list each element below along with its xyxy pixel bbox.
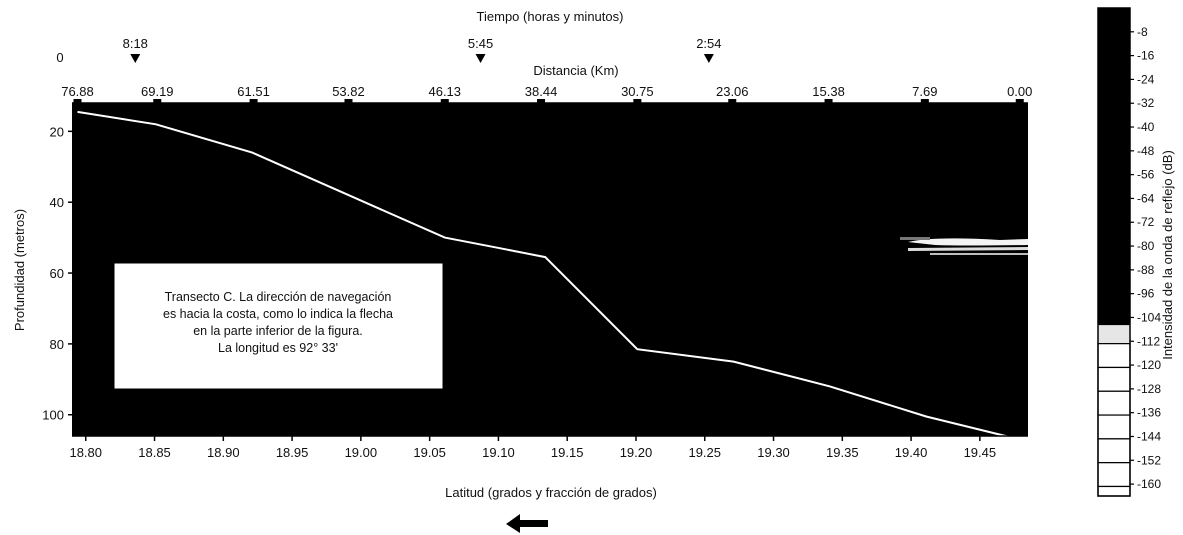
annotation-line-3: en la parte inferior de la figura. bbox=[193, 324, 363, 338]
colorbar-title: Intensidad de la onda de reflejo (dB) bbox=[1160, 150, 1175, 360]
time-marker-label: 8:18 bbox=[123, 36, 148, 51]
navigation-direction-arrow bbox=[506, 514, 548, 533]
colorbar-empty-segment bbox=[1097, 438, 1131, 464]
latitude-tick-label: 18.80 bbox=[69, 445, 102, 460]
distance-tick bbox=[73, 99, 82, 104]
colorbar-tick-label: -112 bbox=[1137, 334, 1160, 348]
depth-tick-label: 20 bbox=[50, 124, 64, 139]
colorbar-tick-label: -128 bbox=[1137, 382, 1161, 396]
distance-tick bbox=[249, 99, 258, 104]
colorbar-tick-label: -104 bbox=[1137, 310, 1161, 324]
distance-tick-label: 61.51 bbox=[237, 84, 270, 99]
distance-tick-label: 76.88 bbox=[61, 84, 94, 99]
colorbar-tick-label: -64 bbox=[1137, 191, 1155, 205]
distance-tick bbox=[633, 99, 642, 104]
colorbar-tick-label: -56 bbox=[1137, 168, 1155, 182]
colorbar-tick-label: -24 bbox=[1137, 72, 1155, 86]
latitude-tick-label: 19.15 bbox=[551, 445, 584, 460]
latitude-tick-label: 19.45 bbox=[964, 445, 997, 460]
distance-tick-label: 23.06 bbox=[716, 84, 749, 99]
time-marker-label: 5:45 bbox=[468, 36, 493, 51]
time-marker-arrow bbox=[130, 54, 141, 63]
latitude-tick-label: 18.90 bbox=[207, 445, 240, 460]
colorbar-tick-label: -120 bbox=[1137, 358, 1161, 372]
time-axis-start-label: 0 bbox=[56, 50, 63, 65]
latitude-tick-label: 19.10 bbox=[482, 445, 515, 460]
strong-reflection-feature bbox=[900, 237, 1028, 255]
distance-tick-label: 38.44 bbox=[525, 84, 558, 99]
latitude-tick-label: 19.35 bbox=[826, 445, 859, 460]
x-axis-title: Latitud (grados y fracción de grados) bbox=[445, 485, 657, 500]
distance-tick-label: 46.13 bbox=[428, 84, 461, 99]
colorbar-tick-label: -8 bbox=[1137, 25, 1148, 39]
colorbar-empty-segment bbox=[1097, 366, 1131, 392]
colorbar-tick-label: -152 bbox=[1137, 453, 1161, 467]
time-marker-arrow bbox=[703, 54, 714, 63]
time-marker-label: 2:54 bbox=[696, 36, 721, 51]
distance-tick bbox=[824, 99, 833, 104]
colorbar-dark-segment bbox=[1098, 8, 1130, 325]
depth-tick-label: 80 bbox=[50, 337, 64, 352]
colorbar-tick-label: -160 bbox=[1137, 477, 1161, 491]
annotation-line-4: La longitud es 92° 33' bbox=[218, 341, 338, 355]
distance-tick bbox=[1015, 99, 1024, 104]
time-marker-arrow bbox=[475, 54, 486, 63]
colorbar-empty-segment bbox=[1097, 462, 1131, 488]
distance-tick bbox=[153, 99, 162, 104]
depth-tick-label: 100 bbox=[42, 408, 64, 423]
annotation-line-2: es hacia la costa, como lo indica la fle… bbox=[163, 307, 393, 321]
colorbar-light-segment bbox=[1097, 324, 1131, 345]
distance-tick-label: 15.38 bbox=[812, 84, 845, 99]
colorbar-tick-label: -136 bbox=[1137, 406, 1161, 420]
latitude-tick-label: 18.95 bbox=[276, 445, 309, 460]
latitude-tick-label: 19.25 bbox=[688, 445, 721, 460]
colorbar-tick-label: -72 bbox=[1137, 215, 1155, 229]
colorbar-tick-label: -48 bbox=[1137, 144, 1155, 158]
distance-tick bbox=[920, 99, 929, 104]
distance-tick bbox=[440, 99, 449, 104]
latitude-tick-label: 19.00 bbox=[345, 445, 378, 460]
colorbar: -8 -16 -24 -32 -40 -48 -56 -64 -72 -80 -88 -96 -104 -… bbox=[1097, 7, 1161, 497]
colorbar-tick-label: -144 bbox=[1137, 429, 1161, 443]
distance-tick-label: 0.00 bbox=[1007, 84, 1032, 99]
distance-tick bbox=[344, 99, 353, 104]
colorbar-tick-label: -16 bbox=[1137, 49, 1155, 63]
colorbar-empty-segment bbox=[1097, 343, 1131, 369]
annotation-line-1: Transecto C. La dirección de navegación bbox=[165, 290, 392, 304]
latitude-tick-label: 19.30 bbox=[757, 445, 790, 460]
colorbar-tick-label: -96 bbox=[1137, 287, 1155, 301]
annotation-box bbox=[113, 262, 444, 390]
time-axis-title: Tiempo (horas y minutos) bbox=[477, 9, 624, 24]
latitude-tick-label: 19.40 bbox=[895, 445, 928, 460]
depth-tick-label: 60 bbox=[50, 266, 64, 281]
colorbar-tick-label: -40 bbox=[1137, 120, 1155, 134]
colorbar-frame bbox=[1097, 7, 1131, 497]
colorbar-tick-label: -88 bbox=[1137, 263, 1155, 277]
distance-axis-title: Distancia (Km) bbox=[533, 63, 618, 78]
depth-tick-label: 40 bbox=[50, 195, 64, 210]
distance-tick bbox=[537, 99, 546, 104]
latitude-tick-label: 19.20 bbox=[620, 445, 653, 460]
colorbar-empty-segment bbox=[1097, 414, 1131, 440]
y-axis-title: Profundidad (metros) bbox=[12, 209, 27, 331]
seafloor-depth-line bbox=[77, 110, 1020, 441]
colorbar-empty-segment bbox=[1097, 485, 1131, 497]
latitude-tick-label: 19.05 bbox=[413, 445, 446, 460]
colorbar-tick-label: -32 bbox=[1137, 96, 1155, 110]
distance-tick-label: 53.82 bbox=[332, 84, 365, 99]
distance-tick-label: 30.75 bbox=[621, 84, 654, 99]
distance-tick-label: 7.69 bbox=[912, 84, 937, 99]
distance-tick bbox=[728, 99, 737, 104]
distance-tick-label: 69.19 bbox=[141, 84, 174, 99]
latitude-tick-label: 18.85 bbox=[138, 445, 171, 460]
colorbar-empty-segment bbox=[1097, 390, 1131, 416]
colorbar-tick-label: -80 bbox=[1137, 239, 1155, 253]
